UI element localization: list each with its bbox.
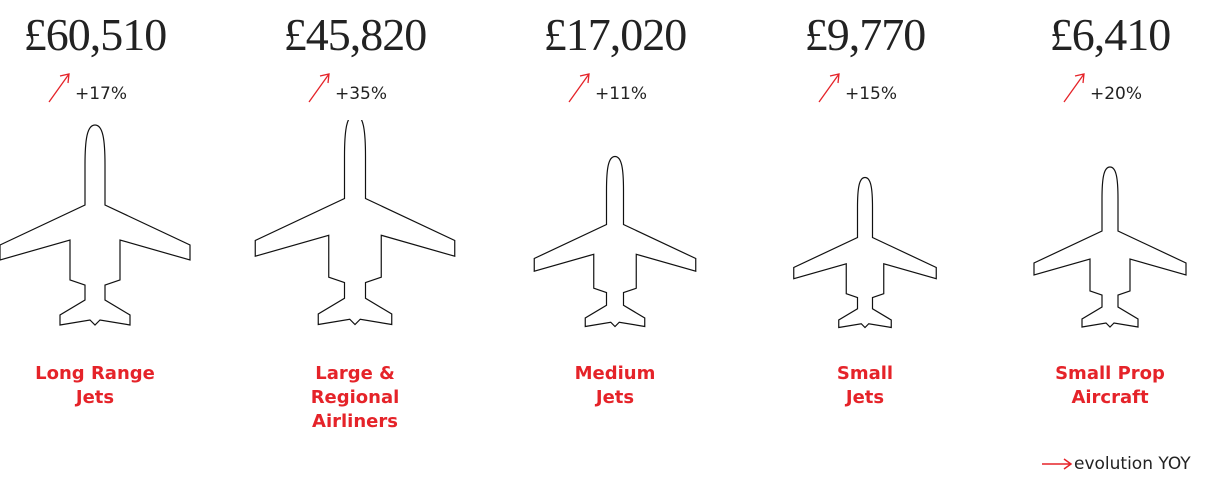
plane-outline [1033, 166, 1187, 328]
plane-icon [533, 155, 697, 328]
change: +35% [307, 68, 387, 104]
change-text: +11% [595, 84, 648, 104]
price: £6,410 [1049, 9, 1172, 60]
item: £60,510 +17% Long Range Jets [0, 0, 215, 481]
label-line: Long Range [35, 363, 155, 384]
change: +20% [1062, 68, 1142, 104]
price: £9,770 [804, 9, 927, 60]
plane-icon [254, 120, 456, 326]
change-arrow [308, 73, 330, 103]
label-line: Small [836, 363, 894, 384]
change-arrow [568, 73, 590, 103]
category-label: Small Jets [745, 362, 985, 410]
category-label: Large & Regional Airliners [235, 362, 475, 434]
item: £6,410 +20% Small Prop Aircraft [990, 0, 1229, 481]
item: £45,820 +35% Large & Regional Airliners [235, 0, 475, 481]
plane-outline [533, 155, 697, 328]
label-line: Jets [595, 387, 635, 408]
legend-arrow [1042, 458, 1073, 470]
category-label: Long Range Jets [0, 362, 215, 410]
price: £60,510 [23, 9, 168, 60]
label-line: Airliners [312, 411, 398, 432]
price: £45,820 [283, 9, 428, 60]
change-arrow [818, 73, 840, 103]
change-text: +15% [845, 84, 898, 104]
category-label: Small Prop Aircraft [990, 362, 1229, 410]
label-line: Small Prop [1055, 363, 1165, 384]
legend: evolution YOY [1040, 454, 1191, 474]
label-line: Medium [574, 363, 656, 384]
change-text: +20% [1090, 84, 1143, 104]
change-text: +35% [335, 84, 388, 104]
arrow-path [1063, 73, 1085, 103]
change-text: +17% [75, 84, 128, 104]
arrow-path [48, 73, 70, 103]
label-line: Jets [845, 387, 885, 408]
plane-outline [0, 124, 191, 326]
change: +15% [817, 68, 897, 104]
change-arrow [48, 73, 70, 103]
legend-text: evolution YOY [1074, 454, 1191, 474]
price: £17,020 [543, 9, 688, 60]
plane-icon [793, 176, 937, 329]
plane-outline [793, 176, 937, 329]
category-label: Medium Jets [495, 362, 735, 410]
change-arrow [1063, 73, 1085, 103]
plane-outline [254, 120, 456, 326]
plane-icon [0, 124, 191, 326]
arrow-path [568, 73, 590, 103]
item: £17,020 +11% Medium Jets [495, 0, 735, 481]
label-line: Aircraft [1071, 387, 1149, 408]
change: +17% [47, 68, 127, 104]
arrow-path [818, 73, 840, 103]
plane-icon [1033, 166, 1187, 328]
label-line: Large & [315, 363, 395, 384]
change: +11% [567, 68, 647, 104]
label-line: Jets [75, 387, 115, 408]
label-line: Regional [310, 387, 400, 408]
item: £9,770 +15% Small Jets [745, 0, 985, 481]
arrow-path [308, 73, 330, 103]
